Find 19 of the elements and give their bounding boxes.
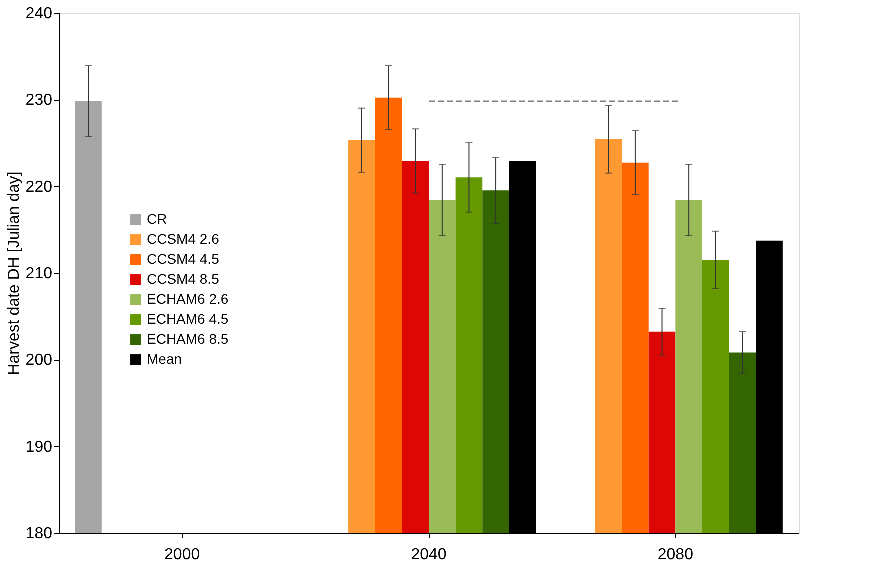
legend-label: Mean [147,351,182,367]
legend-label: ECHAM6 2.6 [147,291,229,307]
y-tick-label: 230 [26,92,53,110]
y-tick-label: 220 [26,178,53,196]
y-axis-title: Harvest date DH [Julian day] [6,172,23,376]
y-tick-label: 180 [26,526,53,542]
y-tick-label: 240 [26,6,53,22]
x-tick-label: 2000 [164,546,200,564]
y-tick-label: 190 [26,438,53,456]
legend-label: CCSM4 8.5 [147,271,220,287]
legend-label: ECHAM6 4.5 [147,311,229,327]
y-tick-label: 210 [26,266,53,282]
x-tick-label: 2080 [658,546,694,564]
x-tick-label: 2040 [411,546,447,564]
legend-label: CCSM4 2.6 [147,231,220,247]
legend-label: ECHAM6 8.5 [147,331,229,347]
legend-label: CR [147,211,168,227]
legend-label: CCSM4 4.5 [147,251,220,267]
y-tick-label: 200 [26,352,53,370]
